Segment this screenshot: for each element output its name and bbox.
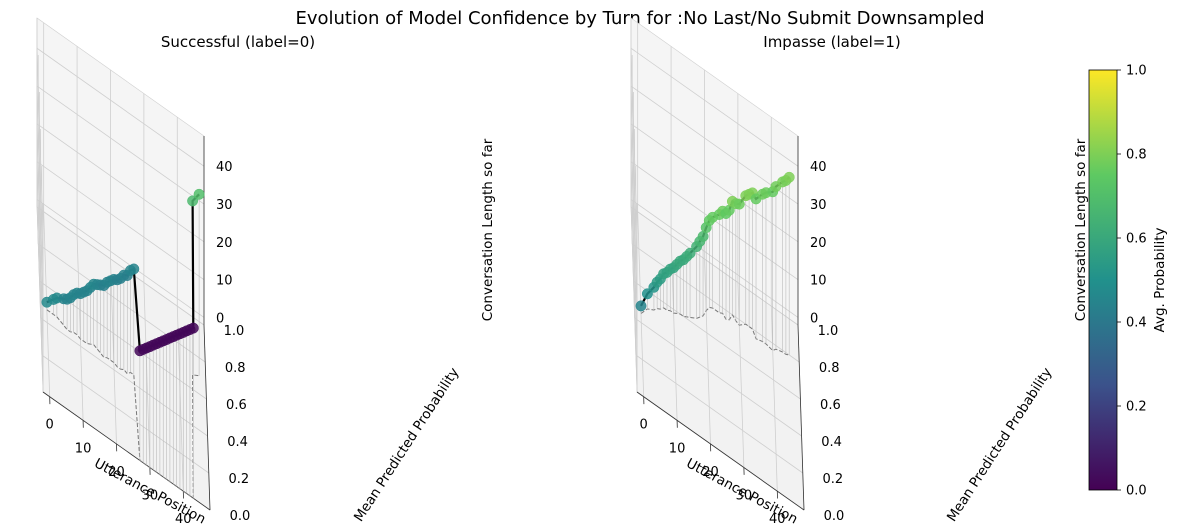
colorbar: 0.0 0.2 0.4 0.6 0.8 1.0 Avg. Probability [1088,64,1168,499]
grid-line [36,199,44,385]
data-point [684,247,696,259]
x-tick-label: 30 [736,489,753,504]
grid-line [143,282,151,468]
y-tick-label: 0.4 [227,435,248,450]
x-tick-label: 0 [46,418,54,433]
y-tick-label: 1.0 [224,324,245,339]
x-tick-label: 40 [769,512,786,525]
y-tick-label: 0.8 [819,361,840,376]
z-tick-label: 20 [810,236,827,251]
grid-line [36,206,205,326]
colorbar-tick-label: 0.2 [1126,400,1147,415]
data-point [128,263,140,275]
subplot-title: Successful (label=0) [161,33,315,51]
x-tick-label: 10 [669,441,686,456]
grid-line [630,48,638,234]
x-tick-label: 20 [702,465,719,480]
grid-line [770,306,778,492]
colorbar-tick-label: 0.0 [1126,484,1147,499]
floor-projection [46,309,200,500]
z-tick-label: 10 [810,274,827,289]
colorbar-label: Avg. Probability [1152,228,1168,333]
y-tick-label: 0.0 [824,509,845,524]
data-point [187,195,199,207]
grid-line [630,206,799,326]
grid-line [630,86,638,272]
colorbar-tick-label: 1.0 [1126,64,1147,79]
y-tick-label: 0.6 [820,398,841,413]
y-tick-label: 0.4 [821,435,842,450]
grid-line [737,282,745,468]
grid-line [630,123,799,243]
grid-line [37,243,206,363]
grid-line [36,48,44,234]
grid-line [41,354,210,474]
x-tick-label: 20 [108,465,125,480]
z-tick-label: 0 [216,311,224,326]
data-point [635,300,647,312]
grid-line [36,123,44,309]
y-axis-line [797,324,805,511]
data-point [187,322,199,334]
x-axis-line [42,391,211,511]
z-tick-label: 40 [810,160,827,175]
colorbar-tick-label: 0.8 [1126,148,1147,163]
z-tick-label: 30 [810,198,827,213]
grid-line [630,47,799,167]
x-tick-label: 0 [640,418,648,433]
y-axis-label: Mean Predicted Probability [944,365,1056,525]
floor-projection [640,306,790,356]
grid-line [630,123,638,309]
grid-line [36,161,44,347]
x-tick-label: 40 [175,512,192,525]
x-tick-label: 30 [142,489,159,504]
grid-line [36,47,205,167]
z-tick-label: 20 [216,236,233,251]
y-tick-label: 0.2 [228,472,249,487]
y-tick-label: 0.0 [230,509,251,524]
z-axis-label: Conversation Length so far [480,138,496,321]
grid-line [36,86,44,272]
grid-line [630,85,799,205]
figure-title: Evolution of Model Confidence by Turn fo… [295,8,984,29]
x-axis-line [636,391,805,511]
z-tick-label: 0 [810,311,818,326]
grid-line [633,280,801,400]
z-tick-label: 10 [216,274,233,289]
grid-line [630,161,638,347]
grid-line [76,235,84,421]
data-point [641,288,653,300]
z-tick-label: 30 [216,198,233,213]
y-axis-line [203,324,211,511]
data-point [193,188,205,200]
colorbar-tick-label: 0.4 [1126,316,1147,331]
grid-line [110,258,117,444]
colorbar-tick-label: 0.6 [1126,232,1147,247]
z-tick-label: 40 [216,160,233,175]
subplot-title: Impasse (label=1) [763,33,900,51]
y-tick-label: 0.8 [225,361,246,376]
y-tick-label: 1.0 [818,324,839,339]
y-tick-label: 0.6 [226,398,247,413]
grid-line [36,123,205,243]
y-tick-label: 0.2 [822,472,843,487]
colorbar-gradient [1088,69,1118,491]
data-point [783,171,795,183]
grid-line [704,258,711,444]
grid-line [630,199,799,318]
grid-line [36,161,205,280]
grid-line [635,354,804,474]
y-axis-label: Mean Predicted Probability [351,365,463,525]
grid-line [36,199,205,318]
data-point [733,198,745,210]
grid-line [631,243,800,363]
grid-line [634,317,802,437]
grid-line [36,85,205,205]
z-axis-label: Conversation Length so far [1073,138,1089,321]
x-tick-label: 10 [75,441,92,456]
grid-line [630,199,638,385]
